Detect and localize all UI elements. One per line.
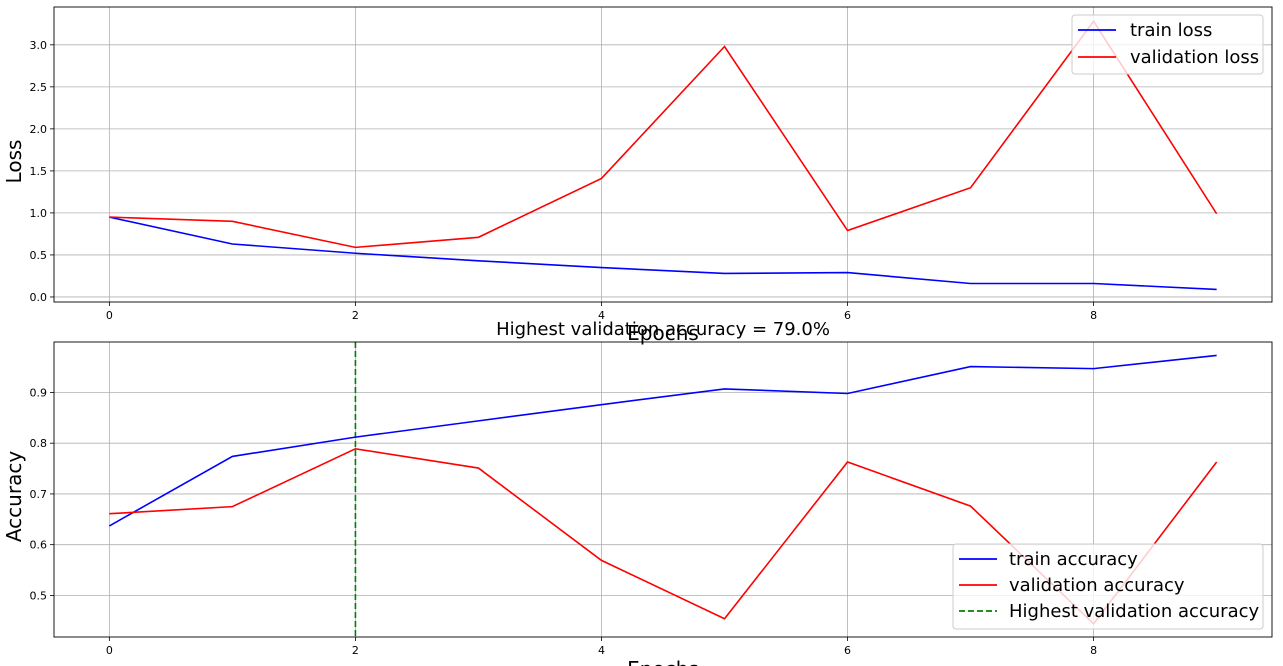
y-tick-label: 2.5 — [30, 81, 48, 94]
train-loss-point — [969, 282, 971, 284]
train-loss-point — [1092, 282, 1094, 284]
validation-loss-point — [1215, 213, 1217, 215]
legend-label: train loss — [1130, 20, 1212, 41]
validation-loss-line — [109, 19, 1218, 249]
train-loss-line — [109, 216, 1217, 291]
legend-box — [1071, 14, 1264, 75]
y-tick-label: 0.5 — [30, 589, 48, 602]
train-accuracy-point — [969, 365, 971, 367]
x-tick-label: 6 — [844, 644, 851, 657]
x-tick-label: 2 — [352, 309, 359, 322]
legend-box — [952, 543, 1264, 630]
train-accuracy-point — [354, 436, 356, 438]
validation-loss-point — [723, 45, 725, 47]
y-tick-label: 0.0 — [30, 291, 48, 304]
y-tick-label: 1.5 — [30, 165, 48, 178]
validation-loss-point — [600, 177, 602, 179]
train-accuracy-point — [108, 525, 110, 527]
x-axis-label: Epochs — [627, 657, 699, 666]
train-loss-point — [354, 252, 356, 254]
validation-accuracy-point — [723, 618, 725, 620]
train-accuracy-point — [231, 455, 233, 457]
axes-frame — [53, 341, 1273, 638]
validation-loss-point — [108, 216, 110, 218]
x-tick-label: 4 — [598, 309, 605, 322]
x-tick-label: 6 — [844, 309, 851, 322]
x-tick-label: 0 — [106, 644, 113, 657]
train-loss-point — [231, 243, 233, 245]
y-axis-label: Loss — [2, 140, 26, 184]
train-loss-point — [846, 271, 848, 273]
validation-accuracy-point — [108, 513, 110, 515]
y-axis-label: Accuracy — [2, 451, 26, 542]
validation-accuracy-point — [354, 448, 356, 450]
x-tick-label: 2 — [352, 644, 359, 657]
train-accuracy-line — [108, 354, 1217, 527]
y-tick-label: 0.9 — [30, 386, 48, 399]
validation-accuracy-point — [969, 505, 971, 507]
x-tick-label: 4 — [598, 644, 605, 657]
train-loss-point — [477, 260, 479, 262]
y-tick-label: 0.7 — [30, 488, 48, 501]
train-loss-point — [600, 266, 602, 268]
x-axis-label: Epochs — [627, 321, 699, 345]
legend-label: Highest validation accuracy — [1009, 601, 1260, 622]
train-accuracy-point — [846, 392, 848, 394]
validation-accuracy-point — [477, 467, 479, 469]
train-accuracy-point — [600, 403, 602, 405]
validation-loss-point — [231, 220, 233, 222]
y-tick-label: 0.6 — [30, 539, 48, 552]
legend-label: validation accuracy — [1009, 575, 1185, 596]
train-accuracy-point — [1092, 367, 1094, 369]
validation-loss-point — [846, 229, 848, 231]
y-tick-label: 1.0 — [30, 207, 48, 220]
y-tick-label: 2.0 — [30, 123, 48, 136]
validation-accuracy-point — [846, 461, 848, 463]
train-accuracy-point — [477, 420, 479, 422]
validation-accuracy-point — [231, 505, 233, 507]
legend-label: validation loss — [1130, 47, 1259, 68]
validation-accuracy-point — [600, 559, 602, 561]
train-accuracy-point — [723, 388, 725, 390]
x-tick-label: 0 — [106, 309, 113, 322]
validation-accuracy-point — [1215, 461, 1217, 463]
axes-frame — [53, 6, 1273, 303]
y-tick-label: 3.0 — [30, 39, 48, 52]
y-tick-label: 0.5 — [30, 249, 48, 262]
train-loss-point — [1215, 288, 1217, 290]
validation-loss-point — [354, 246, 356, 248]
y-tick-label: 0.8 — [30, 437, 48, 450]
validation-loss-point — [477, 236, 479, 238]
x-tick-label: 8 — [1090, 309, 1097, 322]
validation-loss-point — [969, 186, 971, 188]
chart-title: Highest validation accuracy = 79.0% — [496, 319, 830, 340]
x-tick-label: 8 — [1090, 644, 1097, 657]
legend-label: train accuracy — [1009, 549, 1138, 570]
train-accuracy-point — [1215, 354, 1217, 356]
train-loss-point — [723, 272, 725, 274]
